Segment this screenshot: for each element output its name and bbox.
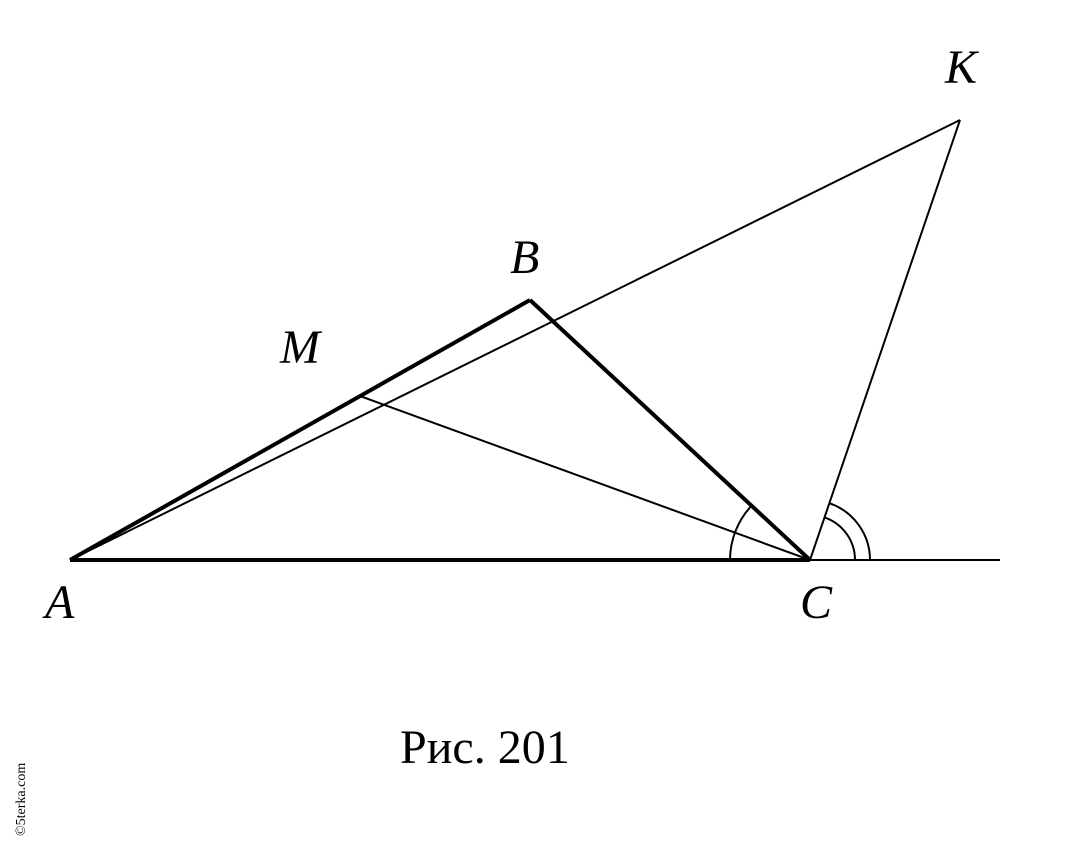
angle-arc-kcext-inner: [825, 517, 856, 560]
figure-caption: Рис. 201: [400, 720, 570, 775]
label-B: B: [510, 230, 539, 285]
angle-arc-kcext-outer: [829, 503, 870, 560]
label-K: K: [945, 40, 977, 95]
watermark: ©5terka.com: [14, 763, 30, 836]
line-ak: [70, 120, 960, 560]
side-bc: [530, 300, 810, 560]
line-kc: [810, 120, 960, 560]
label-M: M: [280, 320, 320, 375]
line-mc: [360, 396, 810, 560]
label-C: C: [800, 575, 832, 630]
label-A: A: [45, 575, 74, 630]
